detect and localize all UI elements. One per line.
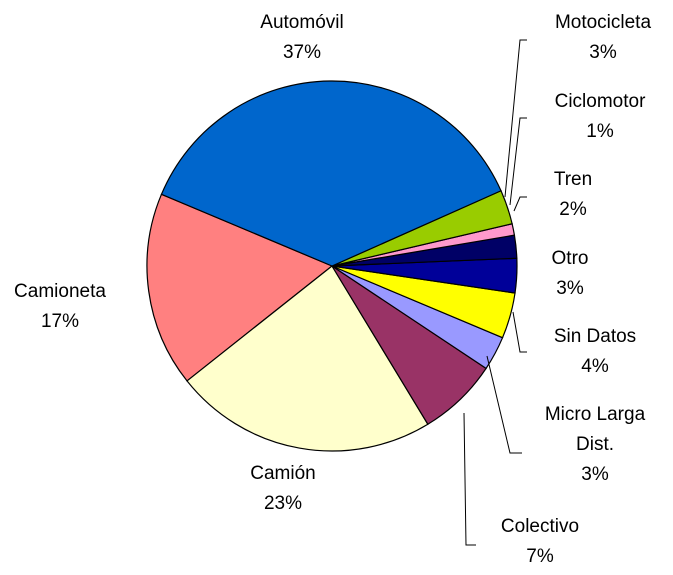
value-label: 37%	[282, 42, 322, 63]
category-label: Micro Larga Dist.	[544, 404, 646, 455]
slice-label: Sin Datos 4%	[525, 322, 665, 382]
category-label: Otro	[551, 248, 589, 269]
value-label: 3%	[581, 464, 609, 485]
slice-label: Ciclomotor 1%	[525, 87, 673, 147]
value-label: 3%	[589, 42, 617, 63]
leader-line	[509, 117, 527, 206]
category-label: Camioneta	[14, 281, 106, 302]
category-label: Tren	[553, 169, 593, 190]
leader-lines	[463, 39, 527, 546]
slice-label: Camioneta 17%	[0, 277, 135, 337]
leader-line	[513, 196, 527, 212]
pie-slice	[186, 265, 429, 452]
value-label: 7%	[526, 546, 554, 567]
pie-slice	[160, 80, 502, 267]
category-label: Sin Datos	[553, 326, 637, 347]
pie-slice	[146, 193, 334, 382]
value-label: 1%	[586, 121, 614, 142]
value-label: 4%	[581, 356, 609, 377]
value-label: 17%	[40, 311, 80, 332]
slice-label: Camión 23%	[208, 459, 358, 519]
leader-line	[486, 355, 522, 454]
slice-label: Motocicleta 3%	[528, 8, 673, 68]
category-label: Camión	[250, 463, 316, 484]
leader-line	[512, 311, 527, 353]
value-label: 23%	[263, 493, 303, 514]
category-label: Automóvil	[260, 12, 344, 33]
category-label: Motocicleta	[554, 12, 652, 33]
slice-label: Automóvil 37%	[227, 8, 377, 68]
value-label: 3%	[556, 278, 584, 299]
slice-label: Otro 3%	[520, 244, 620, 304]
slice-label: Tren 2%	[523, 165, 623, 225]
leader-line	[463, 412, 476, 546]
leader-line	[504, 39, 527, 198]
category-label: Ciclomotor	[554, 91, 646, 112]
category-label: Colectivo	[500, 516, 580, 537]
slice-label: Colectivo 7%	[470, 512, 610, 572]
value-label: 2%	[559, 199, 587, 220]
slice-label: Micro Larga Dist. 3%	[538, 400, 653, 490]
